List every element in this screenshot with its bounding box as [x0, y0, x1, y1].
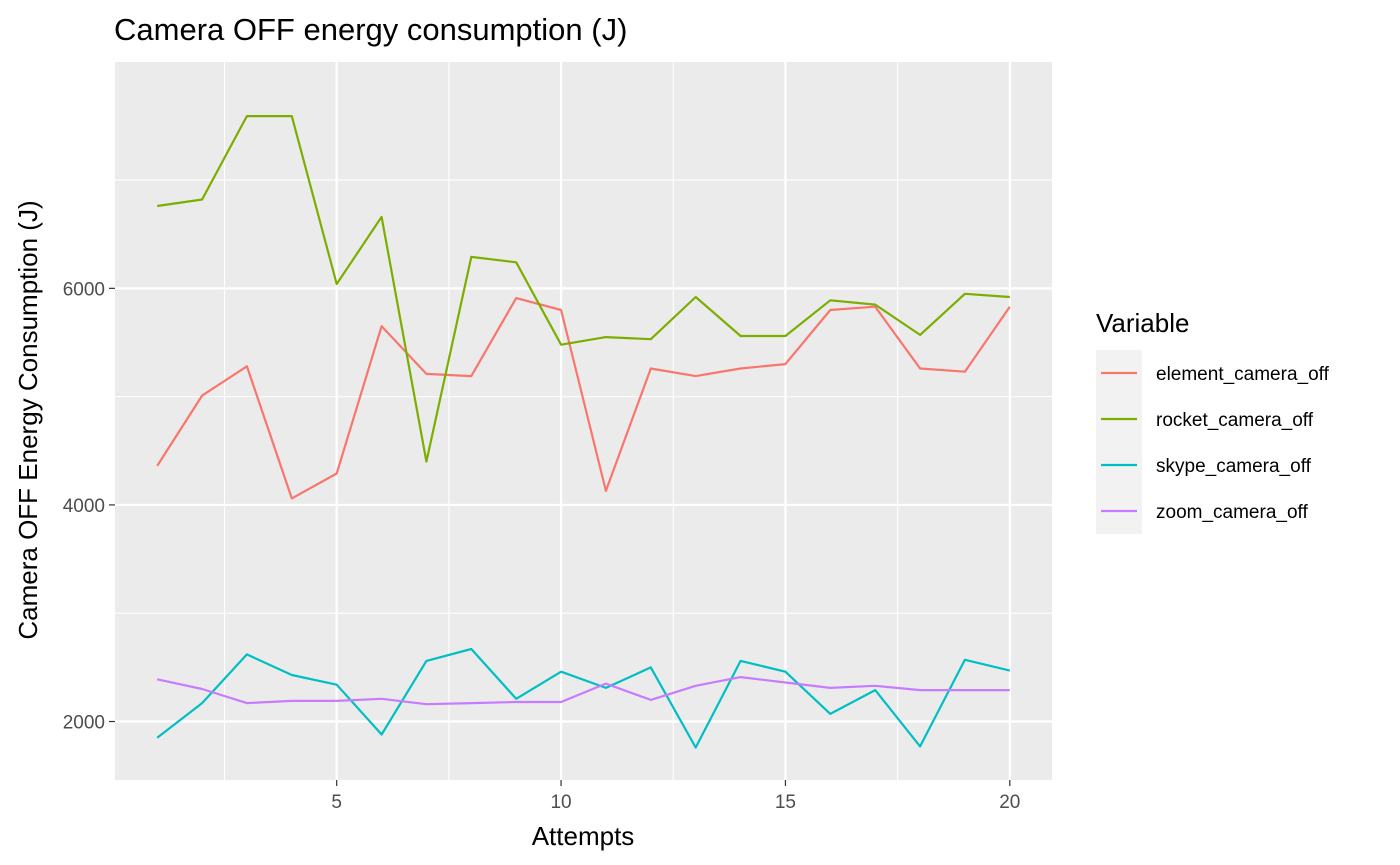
y-tick-label: 6000	[63, 279, 105, 300]
series-line-zoom_camera_off	[156, 675, 1010, 706]
series-lines	[156, 114, 1011, 749]
major-gridlines	[115, 62, 1052, 780]
x-axis: 5 10 15 20	[331, 780, 1020, 813]
legend-label-zoom_camera_off: zoom_camera_off	[1156, 502, 1308, 523]
chart-title: Camera OFF energy consumption (J)	[114, 12, 627, 47]
y-tick-label: 4000	[63, 496, 105, 517]
x-tick-label: 5	[331, 792, 342, 813]
x-tick-label: 15	[775, 792, 796, 813]
x-tick-label: 10	[550, 792, 571, 813]
legend-label-rocket_camera_off: rocket_camera_off	[1156, 410, 1314, 431]
y-tick-label: 2000	[63, 713, 105, 734]
series-line-element_camera_off	[156, 297, 1011, 500]
legend-items: element_camera_off rocket_camera_offskype…	[1096, 350, 1330, 534]
series-line-skype_camera_off	[156, 647, 1011, 749]
x-axis-title: Attempts	[532, 821, 635, 851]
plot-panel	[115, 62, 1052, 780]
legend-label-skype_camera_off: skype_camera_off	[1156, 456, 1312, 477]
y-axis: 2000 4000 6000	[63, 279, 115, 734]
series-line-rocket_camera_off	[157, 114, 1010, 463]
y-axis-title: Camera OFF Energy Consumption (J)	[13, 200, 43, 639]
legend-title: Variable	[1096, 308, 1189, 338]
legend-label-element_camera_off: element_camera_off	[1156, 364, 1330, 385]
legend: Variable element_camera_off rocket_camera…	[1096, 308, 1330, 534]
x-tick-label: 20	[999, 792, 1020, 813]
